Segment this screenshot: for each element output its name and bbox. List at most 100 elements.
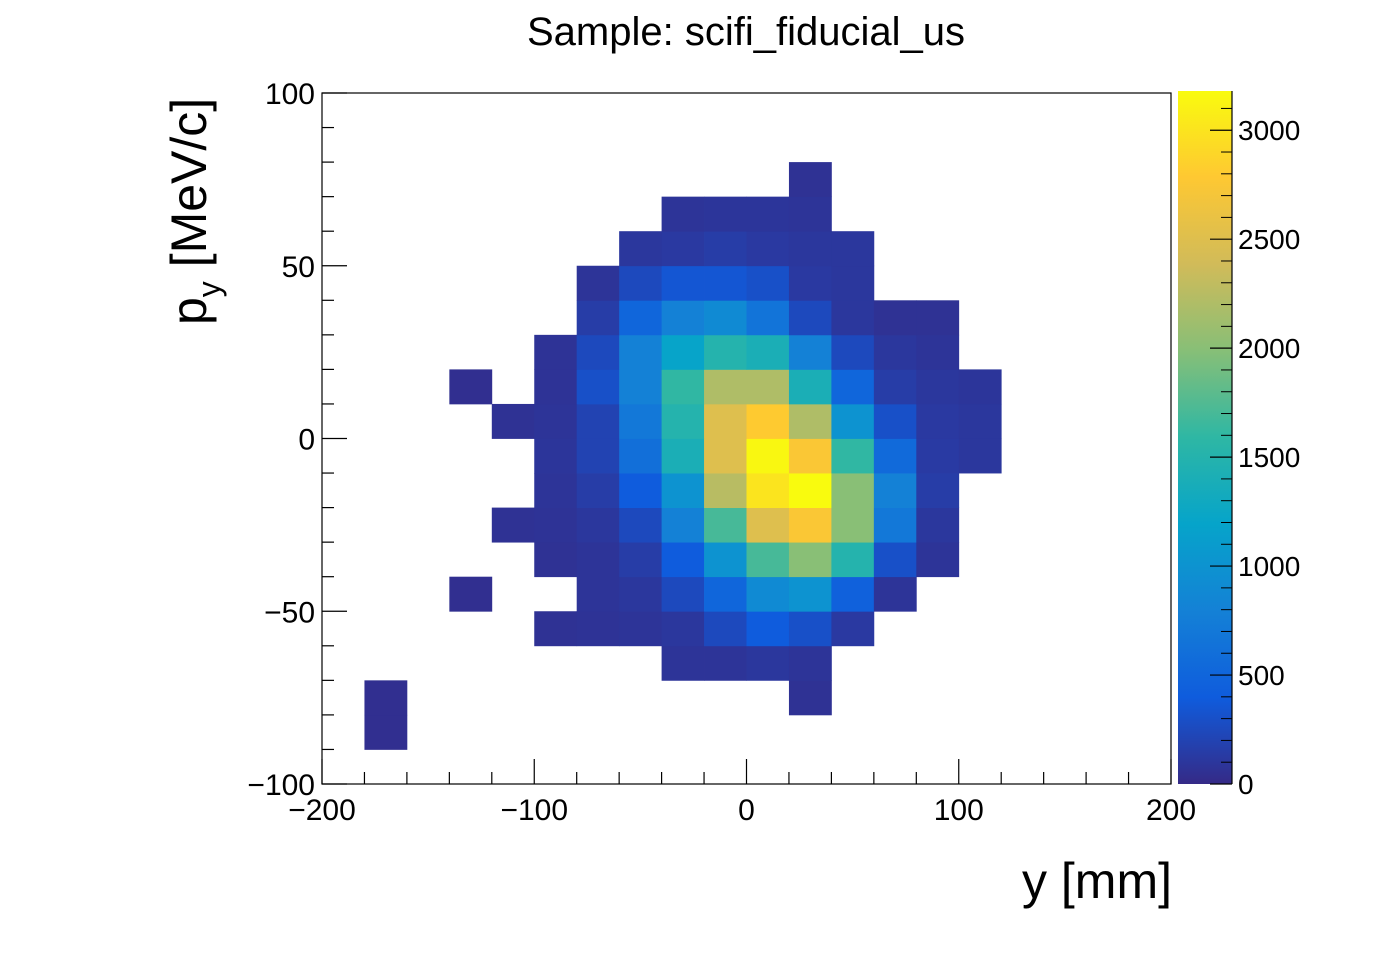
- heatmap-bin: [916, 473, 960, 508]
- heatmap-bin: [873, 403, 917, 439]
- heatmap-bin: [534, 507, 578, 543]
- chart-title: Sample: scifi_fiducial_us: [527, 10, 965, 54]
- heatmap-bin: [746, 576, 790, 612]
- heatmap-bin: [576, 473, 620, 508]
- heatmap-bin: [364, 680, 408, 716]
- heatmap-bin: [831, 403, 875, 439]
- heatmap-bin: [661, 403, 705, 439]
- heatmap-bin: [619, 403, 662, 439]
- heatmap-bin: [746, 334, 790, 370]
- z-tick-label: 0: [1238, 769, 1254, 800]
- heatmap-bin: [873, 334, 917, 370]
- y-axis-label-unit: [MeV/c]: [161, 98, 217, 281]
- heatmap-bin: [576, 438, 620, 474]
- heatmap-bin: [534, 473, 578, 508]
- heatmap-bin: [704, 334, 747, 370]
- heatmap-bin: [788, 542, 832, 578]
- heatmap-bin: [704, 542, 747, 578]
- y-axis-label: py [MeV/c]: [161, 98, 227, 325]
- z-tick-label: 500: [1238, 660, 1285, 691]
- heatmap-bin: [746, 265, 790, 301]
- x-tick-label: −200: [288, 794, 356, 827]
- heatmap-bin: [788, 473, 832, 508]
- heatmap-bin: [746, 507, 790, 543]
- heatmap-bin: [831, 231, 875, 267]
- heatmap-bin: [661, 369, 705, 405]
- heatmap-bin: [788, 334, 832, 370]
- heatmap-bin: [958, 369, 1002, 405]
- heatmap-bin: [661, 196, 705, 232]
- heatmap-bin: [916, 438, 960, 474]
- heatmap-bin: [873, 438, 917, 474]
- heatmap-bin: [788, 162, 832, 198]
- heatmap-bin: [576, 611, 620, 647]
- heatmap-bin: [619, 507, 662, 543]
- heatmap-bin: [704, 369, 747, 405]
- heatmap-bin: [661, 542, 705, 578]
- heatmap-bin: [704, 473, 747, 508]
- y-tick-label: 100: [265, 78, 315, 111]
- heatmap-bin: [958, 403, 1002, 439]
- heatmap-bin: [746, 403, 790, 439]
- x-tick-label: 0: [738, 794, 755, 827]
- heatmap-bin: [788, 265, 832, 301]
- y-tick-label: 50: [282, 251, 315, 284]
- heatmap-bin: [619, 369, 662, 405]
- heatmap-bin: [831, 265, 875, 301]
- heatmap-bin: [788, 231, 832, 267]
- x-axis: −200 −100 0 100 200: [288, 759, 1196, 827]
- heatmap-bin: [661, 334, 705, 370]
- heatmap-bin: [746, 300, 790, 336]
- heatmap-bin: [704, 507, 747, 543]
- heatmap-bin: [491, 507, 535, 543]
- heatmap-bin: [704, 403, 747, 439]
- heatmap-bin: [364, 714, 408, 750]
- heatmap-bin: [831, 507, 875, 543]
- heatmap-bin: [704, 438, 747, 474]
- heatmap-bin: [916, 369, 960, 405]
- heatmap-bin: [576, 507, 620, 543]
- heatmap-bin: [746, 438, 790, 474]
- color-scale-bar: [1178, 91, 1232, 784]
- heatmap-bin: [619, 300, 662, 336]
- heatmap-bin: [831, 369, 875, 405]
- heatmap-bin: [831, 611, 875, 647]
- heatmap-bin: [704, 265, 747, 301]
- heatmap-bin: [788, 611, 832, 647]
- heatmap-bin: [788, 300, 832, 336]
- heatmap-bin: [916, 507, 960, 543]
- heatmap-bin: [576, 334, 620, 370]
- heatmap-bin: [576, 403, 620, 439]
- y-axis-label-subscript: y: [191, 281, 227, 297]
- heatmap-bin: [788, 507, 832, 543]
- heatmap-bin: [704, 196, 747, 232]
- heatmap-bin: [619, 334, 662, 370]
- heatmap-bin: [746, 542, 790, 578]
- z-tick-label: 3000: [1238, 115, 1300, 146]
- heatmap-bin: [534, 369, 578, 405]
- x-tick-label: −100: [500, 794, 568, 827]
- z-tick-label: 1000: [1238, 551, 1300, 582]
- heatmap-bin: [661, 265, 705, 301]
- y-axis: −100 −50 0 50 100: [247, 78, 347, 802]
- heatmap-bin: [873, 369, 917, 405]
- heatmap-bin: [704, 576, 747, 612]
- heatmap-bin: [788, 645, 832, 681]
- heatmap-bin: [831, 473, 875, 508]
- heatmap-bin: [788, 680, 832, 716]
- x-tick-label: 100: [934, 794, 984, 827]
- heatmap-bin: [788, 576, 832, 612]
- heatmap-bin: [704, 611, 747, 647]
- y-tick-label: −50: [264, 596, 315, 629]
- heatmap-bin: [831, 542, 875, 578]
- heatmap-bin: [704, 645, 747, 681]
- heatmap-bin: [661, 611, 705, 647]
- heatmap-bin: [916, 300, 960, 336]
- heatmap-bin: [916, 334, 960, 370]
- z-tick-label: 2000: [1238, 333, 1300, 364]
- heatmap-bin: [704, 231, 747, 267]
- heatmap-bin: [661, 438, 705, 474]
- x-axis-label: y [mm]: [1022, 853, 1172, 909]
- heatmap-bin: [661, 231, 705, 267]
